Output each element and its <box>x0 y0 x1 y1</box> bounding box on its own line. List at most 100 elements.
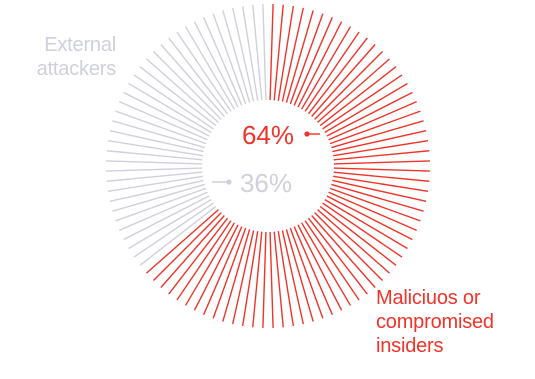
spoke-external <box>123 195 210 241</box>
spoke-external <box>203 17 243 106</box>
spoke-insiders <box>241 231 259 327</box>
spoke-external <box>152 50 222 120</box>
spoke-insiders <box>269 4 274 101</box>
label-line: compromised <box>376 311 494 333</box>
spoke-external <box>133 202 214 258</box>
spoke-insiders <box>293 17 333 106</box>
spoke-insiders <box>176 220 232 301</box>
spoke-insiders <box>184 222 236 306</box>
value-label-external: 36% <box>240 168 292 198</box>
spoke-insiders <box>324 198 408 250</box>
spoke-insiders <box>311 44 376 117</box>
spoke-insiders <box>300 222 352 306</box>
spoke-insiders <box>326 91 413 137</box>
spoke-insiders <box>319 66 397 127</box>
spoke-insiders <box>277 5 295 101</box>
spoke-insiders <box>289 227 324 319</box>
spoke-external <box>128 198 212 250</box>
spoke-external <box>146 58 219 123</box>
spokes-group <box>106 4 430 328</box>
spoke-external <box>133 74 214 130</box>
spoke-external <box>119 101 208 141</box>
spoke-insiders <box>332 129 427 153</box>
pointer-insiders-dot <box>304 131 310 137</box>
spoke-external <box>106 171 203 182</box>
spoke-insiders <box>285 229 314 322</box>
spoke-external <box>106 150 203 161</box>
spoke-external <box>176 31 232 112</box>
spoke-external <box>119 191 208 231</box>
spoke-insiders <box>329 110 421 145</box>
spoke-external <box>106 160 203 165</box>
spoke-external <box>112 183 205 212</box>
spoke-insiders <box>319 205 397 266</box>
spoke-insiders <box>252 231 263 328</box>
spoke-insiders <box>322 74 403 130</box>
spoke-insiders <box>317 209 390 274</box>
spoke-insiders <box>269 231 274 328</box>
spoke-external <box>109 179 204 203</box>
spoke-insiders <box>152 212 222 282</box>
spoke-insiders <box>333 167 430 172</box>
spoke-insiders <box>277 231 295 327</box>
spoke-insiders <box>311 215 376 288</box>
spoke-insiders <box>262 231 267 328</box>
spoke-insiders <box>297 224 343 311</box>
spoke-external <box>193 21 239 108</box>
spoke-insiders <box>328 101 417 141</box>
spoke-insiders <box>333 150 430 161</box>
label-line: External <box>44 34 116 56</box>
spoke-insiders <box>146 209 219 274</box>
spoke-insiders <box>332 179 427 203</box>
spoke-insiders <box>333 175 429 193</box>
spoke-insiders <box>293 226 333 315</box>
spoke-insiders <box>317 58 390 123</box>
spoke-external <box>160 44 225 117</box>
spoke-external <box>107 139 203 157</box>
spoke-insiders <box>326 195 413 241</box>
spoke-insiders <box>304 220 360 301</box>
label-malicious-insiders: Maliciuos or compromised insiders <box>376 286 494 358</box>
spoke-external <box>262 4 267 101</box>
spoke-insiders <box>307 217 368 295</box>
spoke-external <box>168 37 229 115</box>
spoke-insiders <box>231 230 255 325</box>
spoke-insiders <box>273 4 284 101</box>
spoke-insiders <box>331 120 424 149</box>
spoke-insiders <box>289 13 324 105</box>
spoke-insiders <box>203 226 243 315</box>
spoke-external <box>115 187 207 222</box>
spoke-insiders <box>328 191 417 231</box>
spoke-external <box>139 66 217 127</box>
value-label-insiders: 64% <box>242 120 294 150</box>
spoke-external <box>222 10 251 103</box>
spoke-external <box>123 91 210 137</box>
spoke-insiders <box>333 160 430 165</box>
spoke-external <box>128 82 212 134</box>
spoke-external <box>107 175 203 193</box>
spoke-external <box>252 4 263 101</box>
spoke-insiders <box>281 7 305 102</box>
spoke-insiders <box>329 187 421 222</box>
spoke-insiders <box>300 26 352 110</box>
spoke-insiders <box>160 215 225 288</box>
spoke-external <box>184 26 236 110</box>
spoke-insiders <box>273 231 284 328</box>
spoke-insiders <box>307 37 368 115</box>
spoke-external <box>139 205 217 266</box>
label-line: insiders <box>376 335 444 357</box>
spoke-insiders <box>314 212 384 282</box>
spoke-external <box>115 110 207 145</box>
spoke-external <box>212 13 247 105</box>
spoke-external <box>241 5 259 101</box>
spoke-insiders <box>297 21 343 108</box>
label-line: Maliciuos or <box>376 287 481 309</box>
spoke-insiders <box>304 31 360 112</box>
label-external-attackers: External attackers <box>20 33 117 81</box>
spoke-insiders <box>331 183 424 212</box>
pointers-group <box>212 131 320 185</box>
spoke-external <box>109 129 204 153</box>
spoke-insiders <box>168 217 229 295</box>
